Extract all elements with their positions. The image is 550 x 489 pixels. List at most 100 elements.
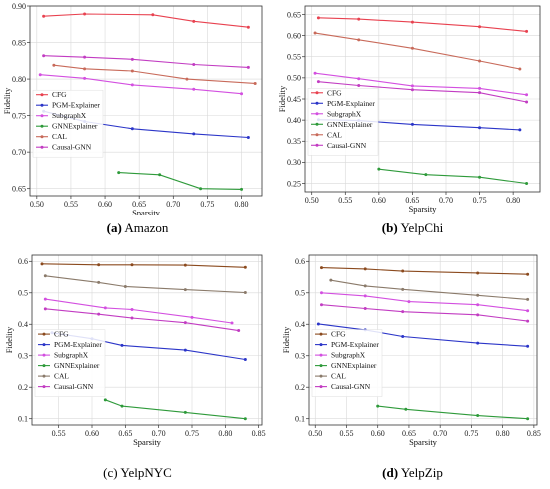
series-gnnexplainer <box>376 404 530 421</box>
data-point <box>42 54 46 58</box>
legend-label: SubgraphX <box>54 351 89 360</box>
x-tick-label: 0.65 <box>405 196 419 205</box>
x-tick-label: 0.75 <box>200 200 214 209</box>
legend-marker <box>319 374 323 378</box>
data-point <box>478 126 482 130</box>
y-tick-label: 0.30 <box>287 158 301 167</box>
data-point <box>476 341 480 345</box>
legend-box <box>311 329 383 397</box>
data-point <box>243 417 247 421</box>
chart-yelpzip: 0.50 0.55 0.60 0.65 0.70 0.75 0.80 0.85 0.1 0.2 0.… <box>281 254 541 447</box>
legend-marker <box>315 112 319 116</box>
y-axis-label: Fidelity <box>277 85 287 112</box>
legend-marker <box>42 353 46 357</box>
y-tick-label: 0.60 <box>287 31 301 40</box>
data-point <box>130 263 134 267</box>
caption-label: (b) <box>381 220 398 235</box>
legend-label: SubgraphX <box>52 111 87 120</box>
legend-marker <box>319 332 323 336</box>
data-point <box>313 31 317 35</box>
data-point <box>476 313 480 317</box>
legend-marker <box>42 374 46 378</box>
series-subgraphx <box>38 73 244 96</box>
y-axis-label: Fidelity <box>2 87 12 114</box>
series-line <box>321 267 528 275</box>
caption-yelpzip: (d) YelpZip <box>275 465 550 481</box>
legend-label: CFG <box>331 330 346 339</box>
data-point <box>83 12 87 16</box>
data-point <box>363 307 367 311</box>
y-tick-label: 0.25 <box>287 179 301 188</box>
series-pgm-explainer <box>316 322 530 348</box>
x-tick-label: 0.55 <box>339 429 353 438</box>
data-point <box>410 84 414 88</box>
legend-marker <box>40 124 44 128</box>
series-gnnexplainer <box>117 171 244 191</box>
data-point <box>476 303 480 307</box>
caption-yelpchi: (b) YelpChi <box>275 220 550 236</box>
data-point <box>120 343 124 347</box>
legend-label: Causal-GNN <box>52 143 92 152</box>
y-tick-label: 0.2 <box>18 383 28 392</box>
series-line <box>45 275 246 294</box>
legend-marker <box>319 385 323 389</box>
data-point <box>103 306 107 310</box>
data-point <box>319 266 323 270</box>
chart-panel-yelpzip: 0.50 0.55 0.60 0.65 0.70 0.75 0.80 0.85 0.1 0.2 0.… <box>275 245 550 489</box>
data-point <box>476 414 480 418</box>
series-causal-gnn <box>42 54 250 69</box>
caption-yelpnyc: (c) YelpNYC <box>0 465 275 481</box>
data-point <box>357 17 361 21</box>
caption-label: (d) <box>382 465 399 480</box>
x-tick-label: 0.55 <box>338 196 352 205</box>
y-tick-label: 0.85 <box>12 38 26 47</box>
data-point <box>237 329 241 333</box>
legend-marker <box>319 353 323 357</box>
caption-name: Amazon <box>124 220 169 235</box>
data-point <box>316 80 320 84</box>
data-point <box>525 29 529 33</box>
chart-panel-yelpnyc: 0.55 0.60 0.65 0.70 0.75 0.80 0.85 0.1 0.2 0.3 0.4… <box>0 245 275 489</box>
chart-yelpchi: 0.50 0.55 0.60 0.65 0.70 0.75 0.80 0.25 0.30 0.35… <box>277 5 541 214</box>
y-tick-label: 0.65 <box>287 10 301 19</box>
series-cal <box>52 63 257 85</box>
x-tick-label: 0.75 <box>185 429 199 438</box>
data-point <box>526 417 530 421</box>
series-cfg <box>316 16 529 33</box>
data-point <box>246 136 250 140</box>
y-tick-label: 0.4 <box>295 320 305 329</box>
x-tick-label: 0.80 <box>506 196 520 205</box>
series-causal-gnn <box>316 80 529 104</box>
data-point <box>38 73 42 77</box>
series-subgraphx <box>43 297 234 325</box>
data-point <box>478 175 482 179</box>
series-gnnexplainer <box>377 167 529 186</box>
data-point <box>192 19 196 23</box>
x-axis-label: Sparsity <box>132 208 161 215</box>
legend-label: GNNExplainer <box>54 361 100 370</box>
chart-panel-yelpchi: 0.50 0.55 0.60 0.65 0.70 0.75 0.80 0.25 0.30 0.35… <box>275 0 550 244</box>
x-tick-label: 0.75 <box>464 429 478 438</box>
x-tick-label: 0.85 <box>527 429 541 438</box>
data-point <box>243 290 247 294</box>
x-tick-label: 0.65 <box>132 200 146 209</box>
data-point <box>130 127 134 131</box>
data-point <box>401 269 405 273</box>
data-point <box>240 187 244 191</box>
x-tick-label: 0.60 <box>372 196 386 205</box>
legend-label: CFG <box>52 90 67 99</box>
data-point <box>97 312 101 316</box>
x-tick-label: 0.80 <box>218 429 232 438</box>
series-line <box>330 279 528 300</box>
data-point <box>130 316 134 320</box>
x-tick-label: 0.75 <box>473 196 487 205</box>
series-line <box>378 168 527 185</box>
data-point <box>246 25 250 29</box>
data-point <box>401 335 405 339</box>
series-line <box>41 263 246 268</box>
caption-name: YelpChi <box>400 220 444 235</box>
data-point <box>97 280 101 284</box>
caption-label: (c) <box>103 465 118 480</box>
series-cal <box>313 31 522 71</box>
